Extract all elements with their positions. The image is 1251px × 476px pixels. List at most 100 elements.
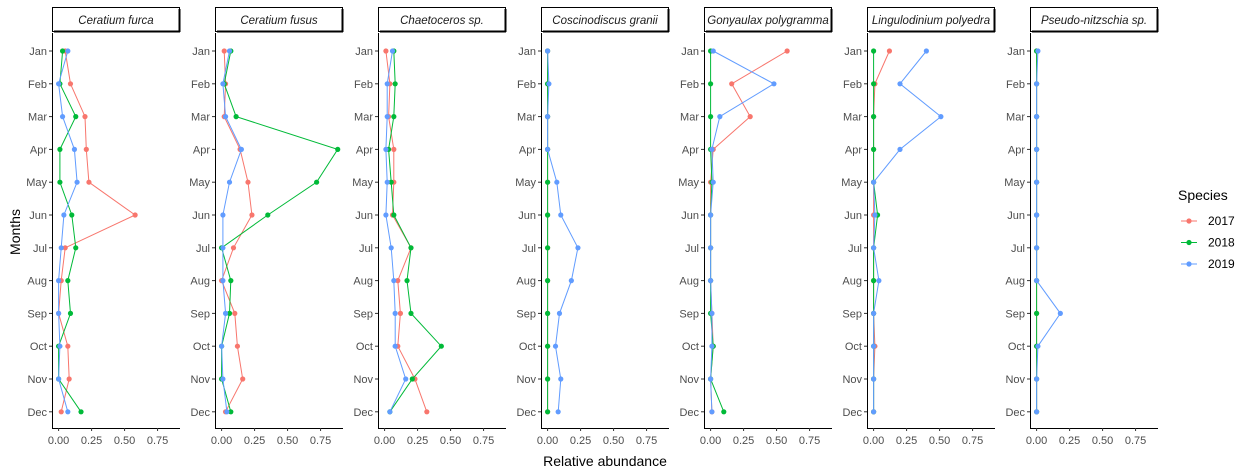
legend-key-point	[1186, 239, 1192, 246]
legend-entry: 2017	[1181, 214, 1235, 228]
data-point-2019	[709, 409, 715, 415]
data-point-2019	[870, 245, 877, 251]
y-tick-label: Apr	[845, 144, 862, 156]
y-tick-label: May	[678, 177, 699, 189]
data-point-2019	[923, 48, 929, 54]
data-point-2019	[1033, 245, 1040, 251]
y-tick-label: Sep	[27, 308, 47, 320]
series-line-2019	[710, 50, 775, 412]
y-tick-label: May	[1004, 177, 1025, 189]
data-point-2019	[897, 146, 903, 152]
y-tick-label: Nov	[1005, 374, 1025, 386]
y-tick-label: Jul	[196, 243, 210, 255]
legend-label: 2017	[1208, 214, 1235, 228]
y-tick-label: Nov	[679, 374, 699, 386]
data-point-2018	[408, 245, 414, 251]
data-point-2018	[544, 212, 551, 218]
data-point-2019	[224, 409, 230, 415]
data-point-2019	[57, 343, 63, 349]
data-point-2019	[55, 376, 62, 382]
data-point-2019	[226, 48, 233, 54]
data-point-2018	[59, 48, 66, 54]
data-point-2018	[228, 278, 234, 284]
facet-strip	[704, 7, 832, 32]
data-point-2019	[1035, 48, 1041, 54]
series-line-2019	[58, 50, 78, 412]
data-point-2018	[67, 310, 74, 316]
data-point-2019	[222, 114, 229, 120]
x-tick-label: 0.75	[310, 435, 331, 447]
y-tick-label: Jun	[518, 210, 536, 222]
data-point-2019	[392, 310, 398, 316]
x-tick-label: 0.00	[1026, 435, 1047, 447]
data-point-2019	[65, 409, 71, 415]
data-point-2019	[383, 146, 389, 152]
y-tick-label: Aug	[27, 276, 47, 288]
data-point-2017	[383, 48, 389, 54]
y-tick-label: Jul	[848, 243, 862, 255]
series-line-2019	[873, 50, 942, 412]
data-point-2019	[897, 81, 903, 87]
data-point-2017	[230, 245, 237, 251]
data-point-2017	[424, 409, 430, 415]
data-point-2019	[220, 376, 226, 382]
data-point-2017	[245, 179, 251, 185]
data-point-2018	[388, 179, 394, 185]
data-point-2019	[558, 376, 564, 382]
y-tick-label: Jun	[844, 210, 862, 222]
data-point-2019	[222, 310, 229, 316]
x-tick-label: 0.50	[929, 435, 950, 447]
data-point-2017	[66, 376, 72, 382]
x-tick-label: 0.50	[1092, 435, 1113, 447]
y-tick-label: Dec	[842, 407, 862, 419]
data-point-2019	[1033, 146, 1040, 152]
x-tick-label: 0.00	[374, 435, 395, 447]
y-tick-label: Sep	[842, 308, 862, 320]
data-point-2019	[387, 409, 393, 415]
data-point-2018	[870, 81, 877, 87]
facet-title: Ceratium furca	[78, 15, 153, 27]
series-line-2018	[710, 51, 725, 412]
y-tick-label: May	[189, 177, 210, 189]
data-point-2019	[1033, 81, 1040, 87]
data-point-2019	[55, 278, 62, 284]
y-tick-label: Feb	[843, 79, 862, 91]
data-point-2017	[249, 212, 255, 218]
y-tick-label: Nov	[190, 374, 210, 386]
series-line-2019	[221, 50, 242, 412]
y-tick-label: Feb	[517, 79, 536, 91]
data-point-2019	[709, 146, 715, 152]
y-tick-label: Sep	[679, 308, 699, 320]
y-tick-label: Nov	[516, 374, 536, 386]
data-point-2017	[221, 48, 227, 54]
series-line-2019	[1036, 50, 1062, 412]
data-point-2019	[384, 81, 390, 87]
data-point-2018	[228, 409, 234, 415]
y-tick-label: Oct	[30, 341, 47, 353]
y-tick-label: May	[352, 177, 373, 189]
x-tick-label: 0.25	[244, 435, 265, 447]
x-tick-label: 0.75	[147, 435, 168, 447]
series-line-2019	[547, 50, 579, 412]
y-tick-label: May	[26, 177, 47, 189]
x-axis-title: Relative abundance	[543, 453, 667, 469]
data-point-2019	[218, 343, 225, 349]
y-tick-label: Oct	[519, 341, 536, 353]
y-tick-label: Feb	[1006, 79, 1025, 91]
x-tick-label: 0.25	[1059, 435, 1080, 447]
data-point-2019	[710, 179, 716, 185]
x-tick-label: 0.50	[766, 435, 787, 447]
data-point-2017	[240, 376, 246, 382]
facet-panel: Ceratium fusus Jan Feb Mar Apr May Jun Jul Aug Se…	[189, 7, 344, 447]
y-tick-label: Oct	[682, 341, 699, 353]
y-tick-label: Sep	[516, 308, 536, 320]
data-point-2018	[870, 146, 877, 152]
y-tick-label: Jan	[355, 46, 373, 58]
y-tick-label: Sep	[353, 308, 373, 320]
facet-title: Gonyaulax polygramma	[707, 15, 828, 27]
data-point-2018	[1033, 310, 1040, 316]
x-tick-label: 0.25	[896, 435, 917, 447]
data-point-2018	[265, 212, 271, 218]
data-point-2019	[709, 343, 715, 349]
y-tick-label: Oct	[845, 341, 862, 353]
